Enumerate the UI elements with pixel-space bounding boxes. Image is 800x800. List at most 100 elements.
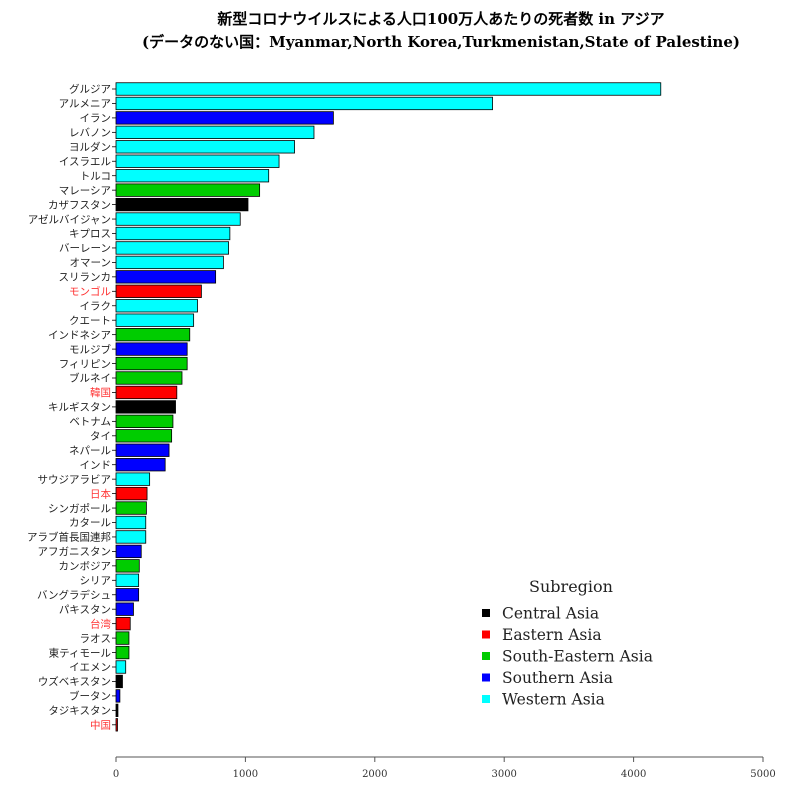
bar [115, 602, 134, 616]
bar [115, 96, 493, 111]
bar [115, 385, 178, 400]
bar [115, 703, 119, 717]
category-label: アフガニスタン [38, 546, 112, 558]
bar [115, 284, 202, 298]
legend-swatch [482, 652, 490, 660]
category-label: バングラデシュ [37, 588, 111, 601]
bar [115, 356, 188, 371]
category-label: クエート [69, 315, 111, 327]
bar [115, 140, 295, 154]
category-label: サウジアラビア [38, 474, 112, 486]
category-label: ヨルダン [69, 141, 111, 154]
legend-label: Eastern Asia [502, 626, 602, 644]
bar [115, 82, 662, 96]
bar [115, 226, 231, 241]
bar [115, 183, 261, 197]
legend-label: Central Asia [502, 605, 599, 623]
bar [115, 342, 188, 356]
category-label: ブルネイ [69, 372, 111, 385]
bar [115, 472, 151, 486]
legend-swatch [482, 609, 490, 617]
bar [115, 270, 217, 284]
bar [115, 515, 147, 530]
x-tick-label: 0 [113, 769, 119, 780]
bar [115, 443, 170, 457]
category-label: アラブ首長国連邦 [27, 531, 111, 544]
bar [115, 544, 142, 559]
category-label: モンゴル [69, 285, 111, 298]
category-label: アゼルバイジャン [28, 214, 111, 226]
bar [115, 414, 174, 429]
category-label: イエメン [69, 662, 111, 674]
category-label: アルメニア [59, 98, 111, 110]
category-labels: グルジアアルメニアイランレバノンヨルダンイスラエルトルコマレーシアカザフスタンア… [27, 83, 116, 732]
category-label: 韓国 [90, 387, 111, 399]
bar [115, 197, 249, 212]
category-label: シンガポール [48, 503, 111, 515]
category-label: インド [80, 459, 112, 471]
chart-subtitle: (データのない国：Myanmar,North Korea,Turkmenista… [142, 33, 740, 51]
category-label: ウズベキスタン [38, 675, 111, 688]
chart-title: 新型コロナウイルスによる人口100万人あたりの死者数 in アジア [217, 10, 664, 28]
bar [115, 169, 270, 183]
bar [115, 631, 130, 645]
legend-swatch [482, 630, 490, 639]
x-tick-label: 3000 [491, 769, 516, 780]
bar [115, 458, 166, 472]
category-label: ベトナム [69, 416, 111, 428]
bar [115, 313, 195, 327]
legend-swatch [482, 695, 490, 703]
legend: Subregion Central Asia Eastern Asia South-E… [482, 577, 653, 709]
bar [115, 573, 140, 587]
bar [115, 154, 280, 168]
category-label: タジキスタン [48, 705, 111, 717]
x-tick-label: 1000 [233, 769, 258, 780]
category-label: イラン [80, 113, 112, 125]
x-tick-label: 4000 [621, 769, 646, 780]
bar [115, 588, 140, 602]
category-label: バーレーン [59, 243, 111, 255]
category-label: キプロス [69, 228, 111, 240]
bar [115, 486, 148, 501]
category-label: 台湾 [90, 617, 111, 630]
x-tick-label: 5000 [750, 769, 775, 780]
category-label: 中国 [90, 719, 111, 732]
bar [115, 617, 131, 631]
legend-swatch [482, 673, 490, 682]
category-label: 東ティモール [49, 646, 111, 659]
bar [115, 501, 147, 515]
category-label: タイ [90, 431, 111, 443]
category-label: シリア [80, 575, 112, 587]
legend-label: Western Asia [502, 691, 605, 709]
x-axis: 0 1000 2000 3000 4000 5000 [113, 756, 776, 780]
category-label: パキスタン [59, 604, 111, 616]
legend-label: South-Eastern Asia [502, 648, 653, 666]
bar [115, 674, 123, 689]
category-label: カタール [69, 517, 111, 529]
category-label: トルコ [80, 170, 111, 182]
bar [115, 212, 241, 226]
x-tick-label: 2000 [362, 769, 387, 780]
legend-label: Southern Asia [502, 669, 613, 687]
category-label: イスラエル [59, 156, 111, 168]
category-label: グルジア [69, 83, 111, 96]
bar [115, 299, 198, 313]
category-label: フィリピン [59, 358, 111, 370]
bar [115, 371, 183, 385]
bar [115, 689, 121, 703]
bar [115, 559, 140, 573]
category-label: カンボジア [59, 561, 112, 573]
category-label: イラク [80, 300, 112, 312]
bar [115, 530, 147, 544]
category-label: レバノン [69, 127, 111, 139]
bar [115, 645, 130, 660]
bar [115, 327, 191, 342]
legend-title: Subregion [529, 577, 613, 596]
category-label: オマーン [70, 257, 111, 269]
category-label: ラオス [80, 633, 112, 645]
bar [115, 660, 127, 674]
category-label: モルジブ [69, 343, 111, 356]
bar [115, 111, 334, 125]
category-label: キルギスタン [48, 402, 111, 414]
